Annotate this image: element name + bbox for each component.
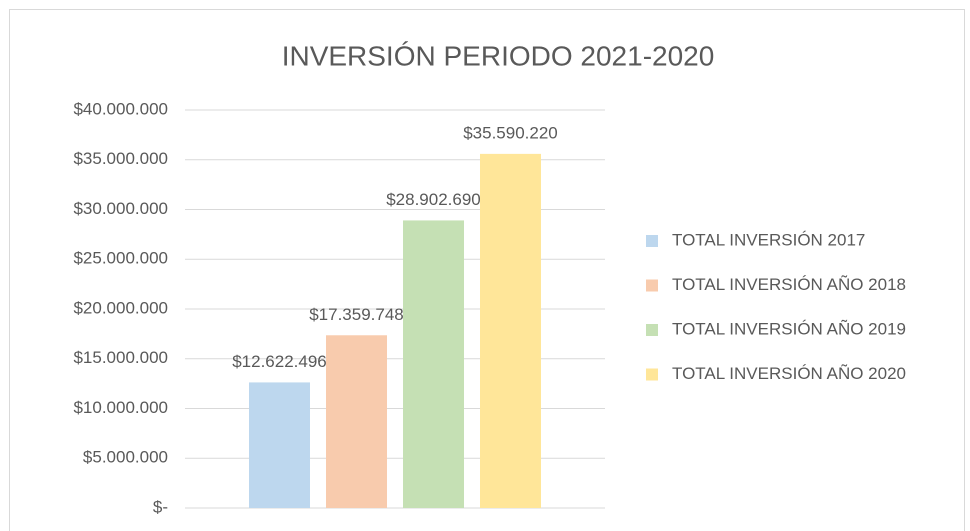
y-tick-label: $5.000.000: [83, 448, 168, 467]
bar: [249, 382, 310, 508]
data-label: $17.359.748: [309, 305, 404, 324]
legend-label: TOTAL INVERSIÓN 2017: [672, 230, 865, 249]
y-tick-label: $-: [153, 497, 168, 516]
data-label: $35.590.220: [463, 123, 558, 142]
legend-label: TOTAL INVERSIÓN AÑO 2020: [672, 364, 906, 383]
y-tick-label: $35.000.000: [73, 149, 168, 168]
y-tick-label: $10.000.000: [73, 398, 168, 417]
y-tick-label: $30.000.000: [73, 199, 168, 218]
y-tick-label: $20.000.000: [73, 298, 168, 317]
y-tick-label: $40.000.000: [73, 99, 168, 118]
chart-title: INVERSIÓN PERIODO 2021-2020: [282, 40, 715, 71]
data-label: $12.622.496: [232, 352, 327, 371]
legend-swatch: [646, 368, 658, 381]
legend-label: TOTAL INVERSIÓN AÑO 2019: [672, 319, 906, 338]
legend-swatch: [646, 324, 658, 336]
y-tick-label: $15.000.000: [73, 348, 168, 367]
legend-swatch: [646, 279, 658, 292]
bar: [403, 220, 464, 509]
y-tick-label: $25.000.000: [73, 249, 168, 268]
data-label: $28.902.690: [386, 190, 481, 209]
legend-label: TOTAL INVERSIÓN AÑO 2018: [672, 275, 906, 294]
bar: [326, 335, 387, 508]
bar: [480, 153, 541, 508]
legend-swatch: [646, 235, 658, 247]
